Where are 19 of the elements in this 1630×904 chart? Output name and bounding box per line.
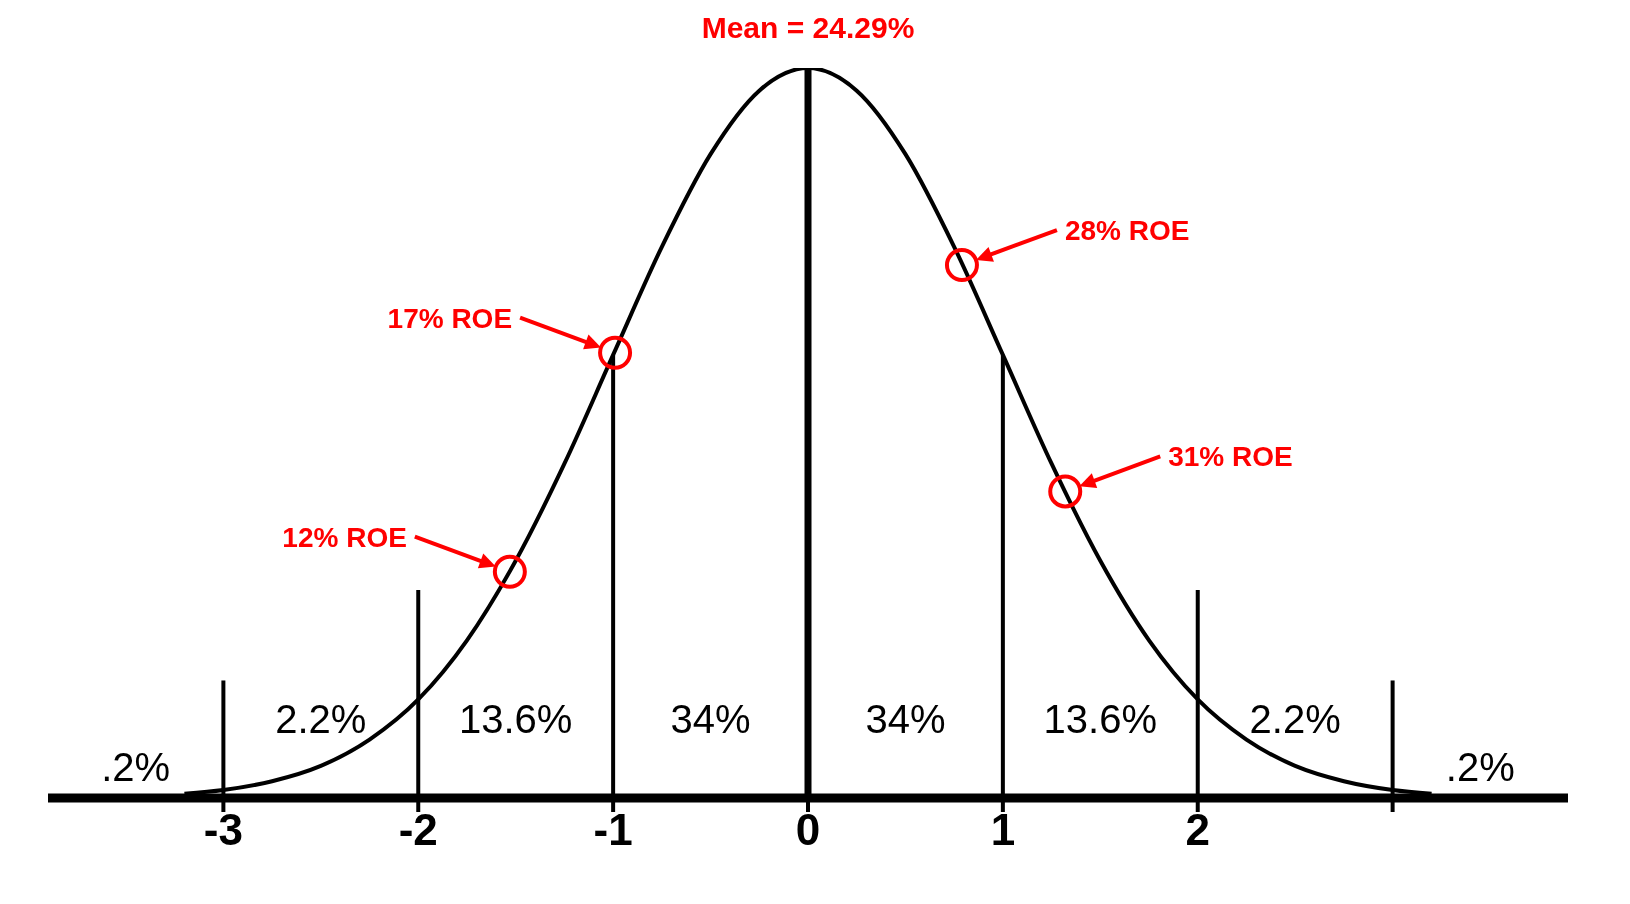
x-tick-label: 2	[1185, 805, 1210, 855]
annotation: 34%	[865, 697, 946, 742]
annotation: 34%	[670, 697, 751, 742]
x-tick-label: 0	[795, 805, 821, 855]
annotation: .2%	[101, 745, 171, 790]
x-tick-label: -3	[203, 805, 243, 855]
annotation: 31% ROE	[1168, 441, 1293, 473]
annotation: 13.6%	[1043, 697, 1158, 742]
x-tick-label: -1	[593, 805, 633, 855]
annotation: 2.2%	[275, 697, 367, 742]
chart-title: Mean = 24.29%	[700, 10, 916, 46]
annotation: 2.2%	[1249, 697, 1341, 742]
annotation: 17% ROE	[387, 302, 513, 334]
x-tick-label: 1	[990, 805, 1016, 855]
annotation: 28% ROE	[1064, 215, 1190, 247]
x-tick-label: -2	[398, 805, 438, 855]
annotation: 12% ROE	[282, 521, 407, 553]
annotation: 13.6%	[458, 697, 573, 742]
annotation: .2%	[1445, 745, 1515, 790]
